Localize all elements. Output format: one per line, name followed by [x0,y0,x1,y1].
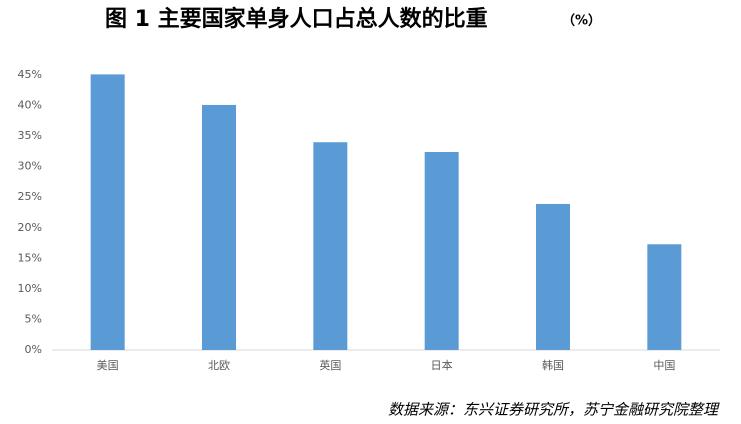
y-tick-label: 25% [18,190,42,203]
x-tick-label: 美国 [97,359,119,372]
y-tick-label: 0% [25,343,42,356]
x-tick-label: 北欧 [208,359,230,372]
bar [313,142,348,350]
x-tick-label: 中国 [653,359,675,372]
x-tick-label: 韩国 [542,358,564,372]
source-note: 数据来源：东兴证券研究所，苏宁金融研究院整理 [388,401,720,419]
bar [647,244,682,350]
y-tick-label: 35% [18,129,42,142]
y-tick-label: 40% [18,99,42,112]
bar [536,203,570,350]
y-tick-label: 30% [18,160,42,173]
chart-title-unit: （%） [562,13,601,29]
x-tick-label: 英国 [319,358,341,372]
bar [424,152,459,350]
bar [90,74,125,350]
chart-title: 图 1 主要国家单身人口占总人数的比重 [105,6,488,32]
x-tick-label: 日本 [431,358,453,372]
y-tick-label: 15% [18,251,42,264]
y-tick-label: 20% [18,221,42,234]
y-tick-label: 10% [18,282,42,295]
bar [202,104,236,350]
y-tick-label: 5% [25,312,42,325]
y-tick-label: 45% [18,68,42,81]
